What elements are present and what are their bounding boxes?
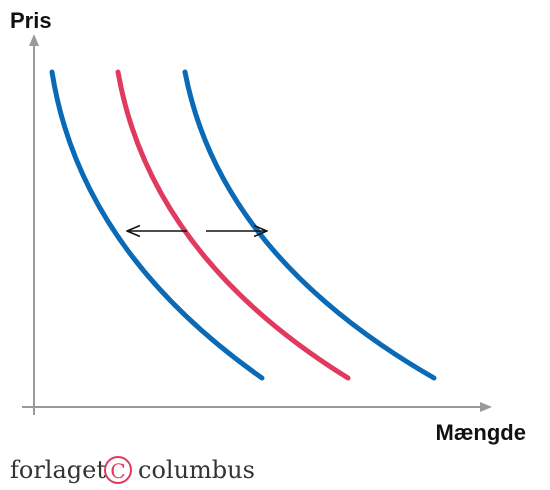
y-axis-label: Pris <box>10 8 52 33</box>
publisher-logo: forlaget C columbus <box>10 456 255 484</box>
demand-curve-original <box>115 69 351 381</box>
logo-word-right: columbus <box>138 456 255 484</box>
demand-curve-left <box>49 69 265 381</box>
logo-word-left: forlaget <box>10 456 106 484</box>
x-axis-label: Mængde <box>436 420 526 445</box>
demand-curve-right <box>182 69 437 381</box>
copyright-circle-icon <box>104 456 132 484</box>
logo-symbol: C <box>110 459 125 483</box>
